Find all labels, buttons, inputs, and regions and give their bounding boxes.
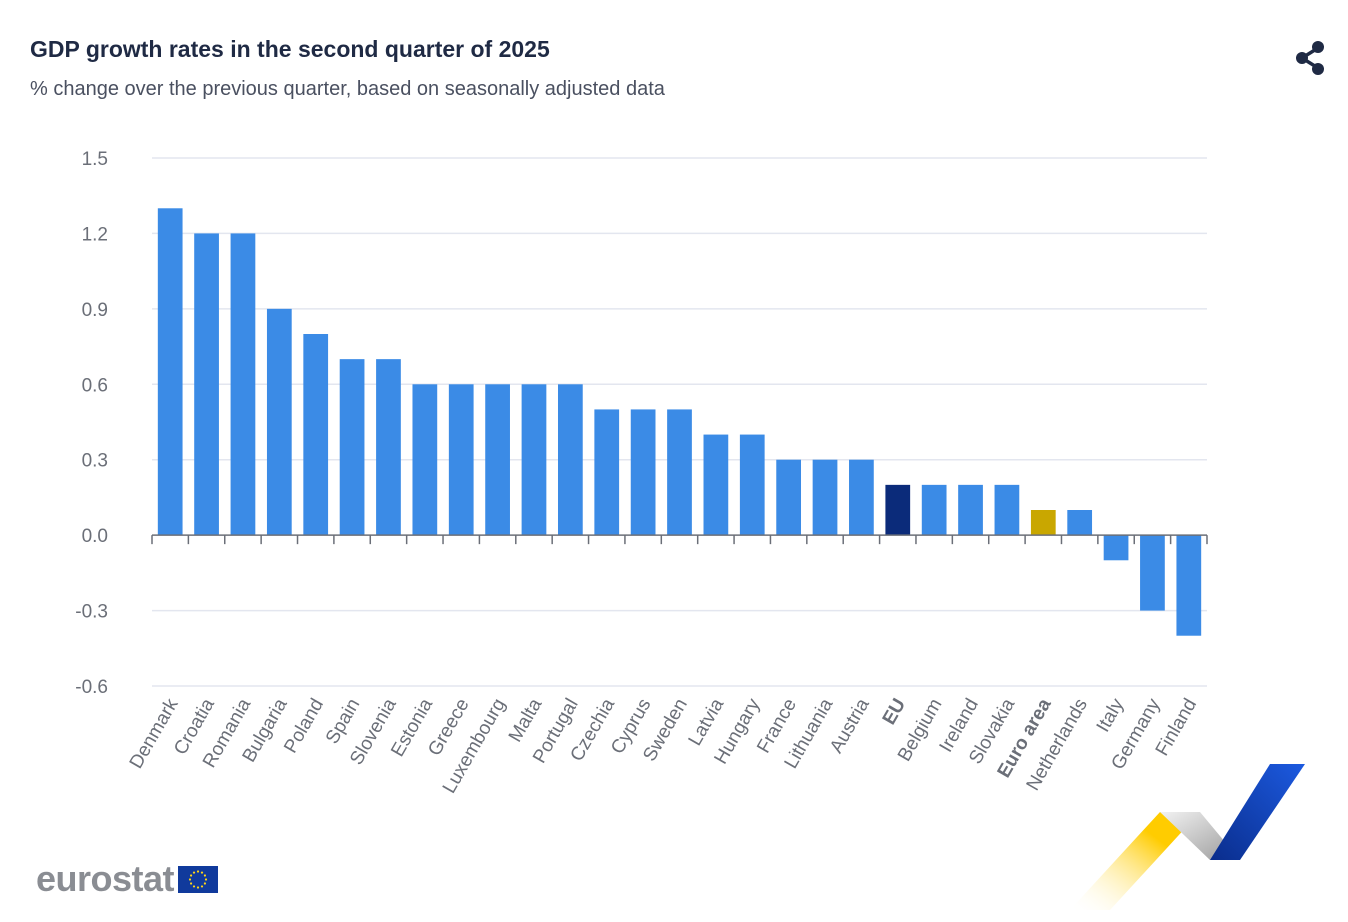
y-tick-label: 1.2 [82,224,108,245]
x-tick-label: EU [879,695,910,728]
bar-hungary[interactable] [739,434,765,536]
flag-star [200,870,204,874]
bar-italy[interactable] [1103,535,1129,561]
bar-spain[interactable] [339,359,365,536]
flag-star [190,881,193,885]
bars [157,208,1202,636]
chart-title: GDP growth rates in the second quarter o… [30,36,550,62]
flag-star [192,870,196,874]
bar-austria[interactable] [849,459,874,536]
bar-netherlands[interactable] [1067,510,1093,536]
eurostat-logo: eurostat [36,858,219,900]
x-tick-label: Italy [1093,695,1129,736]
chart-subtitle: % change over the previous quarter, base… [30,78,665,100]
x-tick-label: Denmark [126,695,183,773]
y-tick-label: 0.3 [82,451,108,472]
bar-denmark[interactable] [157,208,183,536]
flag-star [203,881,207,885]
y-tick-label: -0.6 [75,677,108,698]
flag-star [188,877,192,881]
decorative-stripes [1070,764,1305,910]
x-axis [151,534,1208,545]
flag-star [196,869,200,873]
flag-star [192,884,196,888]
bar-slovenia[interactable] [376,359,401,536]
y-tick-label: 0.6 [82,375,108,396]
bar-ireland[interactable] [958,484,983,536]
bar-eu[interactable] [885,484,911,536]
flag-star [200,884,204,888]
bar-malta[interactable] [521,384,547,536]
bar-lithuania[interactable] [812,459,838,536]
bar-france[interactable] [776,459,802,536]
bar-cyprus[interactable] [630,409,656,536]
bar-finland[interactable] [1176,535,1202,636]
flag-star [203,873,207,877]
flag-star [190,873,193,877]
logo-text: eurostat [36,858,175,899]
y-tick-label: 0.9 [82,300,108,321]
bar-romania[interactable] [230,233,256,536]
y-tick-label: -0.3 [75,602,108,623]
share-icon[interactable] [1290,38,1330,78]
y-tick-label: 0.0 [82,526,108,547]
bar-sweden[interactable] [667,409,692,536]
y-tick-label: 1.5 [82,149,108,170]
bar-belgium[interactable] [921,484,947,536]
bar-slovakia[interactable] [994,484,1020,536]
flag-star [196,885,200,889]
bar-germany[interactable] [1140,535,1165,611]
bar-greece[interactable] [448,384,474,536]
flag-star [204,877,208,881]
y-axis-ticks: 1.5 1.2 0.9 0.6 0.3 0.0 -0.3 -0.6 [75,149,108,698]
bar-portugal[interactable] [557,384,583,536]
bar-poland[interactable] [303,334,329,536]
eu-flag-icon [178,865,219,893]
bar-estonia[interactable] [412,384,438,536]
bar-czechia[interactable] [594,409,620,536]
bar-luxembourg[interactable] [485,384,510,536]
x-axis-labels: DenmarkCroatiaRomaniaBulgariaPolandSpain… [126,695,1201,797]
bar-bulgaria[interactable] [266,308,292,536]
bar-euro-area[interactable] [1030,510,1056,536]
bar-latvia[interactable] [703,434,729,536]
bar-croatia[interactable] [194,233,219,536]
